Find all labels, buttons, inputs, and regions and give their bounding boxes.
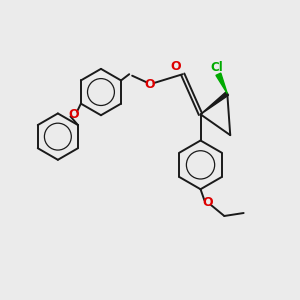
Text: O: O — [68, 107, 79, 121]
Text: O: O — [145, 78, 155, 91]
Text: Cl: Cl — [211, 61, 223, 74]
Polygon shape — [216, 73, 227, 94]
Text: O: O — [171, 60, 182, 73]
Polygon shape — [200, 92, 229, 114]
Text: O: O — [202, 196, 213, 209]
